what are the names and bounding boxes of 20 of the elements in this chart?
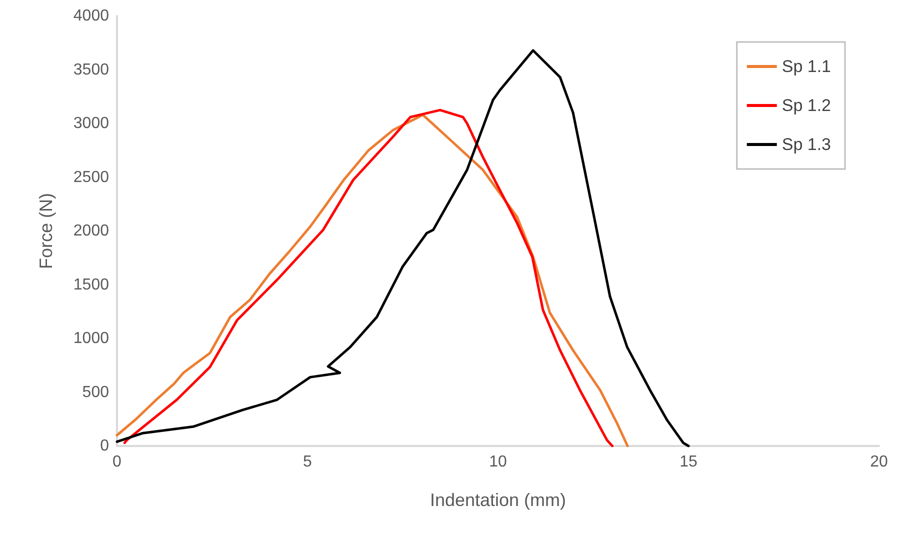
x-tick-label: 5 bbox=[303, 454, 312, 470]
x-tick-label: 10 bbox=[489, 454, 507, 470]
y-tick-label: 2500 bbox=[73, 168, 110, 186]
x-tick-label: 0 bbox=[112, 454, 122, 470]
y-tick-label: 1000 bbox=[73, 330, 110, 347]
y-tick-label: 3000 bbox=[73, 115, 110, 132]
x-axis-title: Indentation (mm) bbox=[430, 490, 566, 510]
legend-label: Sp 1.1 bbox=[782, 57, 832, 76]
x-tick-label: 20 bbox=[870, 454, 888, 470]
legend-label: Sp 1.2 bbox=[782, 96, 832, 115]
y-axis-title: Force (N) bbox=[36, 193, 56, 269]
y-tick-label: 500 bbox=[82, 384, 110, 401]
y-tick-label: 3500 bbox=[73, 61, 110, 78]
y-tick-label: 0 bbox=[100, 438, 110, 454]
x-tick-label: 15 bbox=[680, 454, 698, 470]
legend-label: Sp 1.3 bbox=[782, 135, 832, 154]
y-tick-label: 2000 bbox=[73, 222, 110, 240]
y-tick-label: 1500 bbox=[73, 276, 110, 294]
y-tick-label: 4000 bbox=[73, 8, 110, 24]
line-series bbox=[116, 49, 690, 448]
